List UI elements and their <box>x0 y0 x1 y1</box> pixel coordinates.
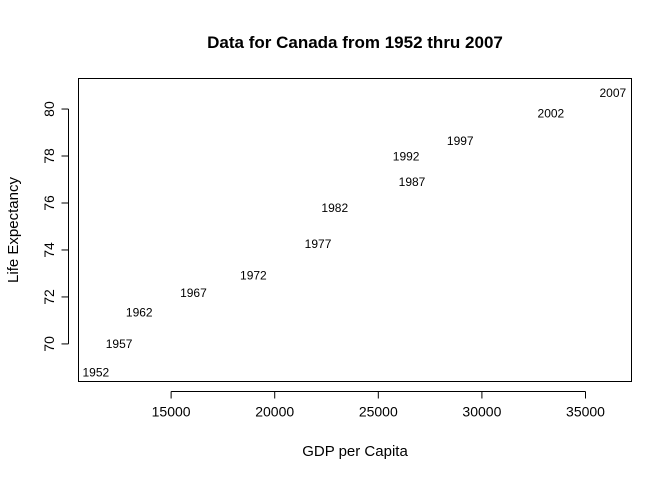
chart-title: Data for Canada from 1952 thru 2007 <box>207 33 503 52</box>
x-tick-label: 20000 <box>255 404 294 420</box>
y-axis: 70 72 74 76 78 80 <box>41 101 69 352</box>
x-tick-label: 25000 <box>359 404 398 420</box>
data-point-label: 2007 <box>599 86 626 100</box>
y-tick-label: 72 <box>41 289 57 305</box>
data-point-label: 1967 <box>180 286 207 300</box>
data-point-label: 1992 <box>393 149 420 163</box>
x-tick-label: 35000 <box>566 404 605 420</box>
y-tick-label: 78 <box>41 148 57 164</box>
y-tick-label: 74 <box>41 242 57 258</box>
plot-area-frame <box>78 78 632 382</box>
data-point-label: 1982 <box>321 201 348 215</box>
data-point-label: 1987 <box>399 175 426 189</box>
x-axis: 15000 20000 25000 30000 35000 <box>152 391 605 420</box>
data-point-label: 2002 <box>538 107 565 121</box>
x-tick-label: 15000 <box>152 404 191 420</box>
y-tick-label: 76 <box>41 195 57 211</box>
data-point-label: 1962 <box>126 306 153 320</box>
y-tick-label: 70 <box>41 336 57 352</box>
y-tick-label: 80 <box>41 101 57 117</box>
data-point-label: 1952 <box>82 365 109 379</box>
data-point-label: 1972 <box>240 268 267 282</box>
data-point-label: 1997 <box>447 134 474 148</box>
data-point-label: 1957 <box>106 337 133 351</box>
y-axis-label: Life Expectancy <box>5 177 22 283</box>
data-point-label: 1977 <box>305 237 332 251</box>
x-tick-label: 30000 <box>462 404 501 420</box>
data-point-labels: 1952 1957 1962 1967 1972 1977 1982 1987 1992 1997… <box>82 86 626 380</box>
x-axis-label: GDP per Capita <box>302 443 408 460</box>
